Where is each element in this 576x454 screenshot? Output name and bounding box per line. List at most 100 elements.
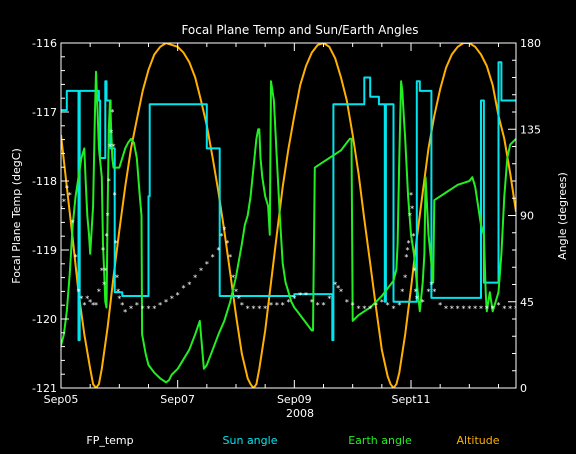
fp-temp-point: * (211, 253, 215, 262)
fp-temp-point: * (237, 294, 241, 303)
fp-temp-point: * (257, 305, 261, 314)
fp-temp-point: * (392, 305, 396, 314)
fp-temp-point: * (438, 301, 442, 310)
chart-title: Focal Plane Temp and Sun/Earth Angles (181, 23, 418, 37)
fp-temp-point: * (386, 301, 390, 310)
fp-temp-point: * (374, 301, 378, 310)
fp-temp-point: * (108, 143, 112, 152)
fp-temp-point: * (205, 260, 209, 269)
fp-temp-point: * (479, 305, 483, 314)
fp-temp-point: * (193, 274, 197, 283)
fp-temp-point: * (231, 274, 235, 283)
fp-temp-point: * (141, 305, 145, 314)
fp-temp-point: * (413, 267, 417, 276)
fp-temp-point: * (106, 212, 110, 221)
legend: FP_temp Sun angle Earth angle Altitude (86, 434, 499, 447)
y-axis-label-left: Focal Plane Temp (degC) (10, 148, 23, 283)
fp-temp-point: * (429, 281, 433, 290)
fp-temp-point: * (473, 305, 477, 314)
fp-temp-point: * (105, 232, 109, 241)
fp-temp-point: * (217, 246, 221, 255)
fp-temp-point: * (275, 301, 279, 310)
plot-frame (60, 42, 517, 389)
fp-temp-point: * (322, 301, 326, 310)
y-tick-label-right: 0 (520, 382, 527, 395)
fp-temp-point: * (129, 305, 133, 314)
x-tick-label: Sep05 (44, 393, 79, 406)
fp-temp-point: * (240, 301, 244, 310)
fp-temp-point: * (414, 287, 418, 296)
fp-temp-point: * (333, 281, 337, 290)
fp-temp-point: * (406, 246, 410, 255)
fp-temp-point: * (508, 305, 512, 314)
fp-temp-point: * (269, 301, 273, 310)
fp-temp-point: * (427, 287, 431, 296)
fp-temp-point: * (187, 281, 191, 290)
fp-temp-point: * (170, 294, 174, 303)
fp-temp-point: * (351, 301, 355, 310)
fp-temp-point: * (225, 239, 229, 248)
x-tick-label: Sep07 (160, 393, 195, 406)
altitude-line (61, 43, 516, 388)
fp-temp-point: * (112, 143, 116, 152)
fp-temp-point: * (219, 232, 223, 241)
fp-temp-point: * (403, 274, 407, 283)
fp-temp-point: * (94, 301, 98, 310)
x-axis-label: 2008 (286, 407, 314, 420)
fp-temp-point: * (102, 281, 106, 290)
fp-temp-point: * (228, 253, 232, 262)
fp-temp-point: * (147, 305, 151, 314)
fp-temp-point: * (100, 267, 104, 276)
fp-temp-point: * (135, 301, 139, 310)
fp-temp-point: * (152, 305, 156, 314)
fp-temp-point: * (400, 287, 404, 296)
fp-temp-point: * (467, 305, 471, 314)
y-tick-label-left: -117 (32, 106, 57, 119)
fp-temp-point: * (68, 191, 72, 200)
fp-temp-point: * (407, 239, 411, 248)
fp-temp-point: * (408, 212, 412, 221)
fp-temp-series: ******************************* * * * * * * * * *… (61, 108, 516, 317)
fp-temp-point: * (97, 287, 101, 296)
fp-temp-point: * (110, 108, 114, 117)
fp-temp-point: * (113, 191, 117, 200)
x-tick-label: Sep09 (277, 393, 312, 406)
fp-temp-point: * (91, 301, 95, 310)
fp-temp-point: * (485, 305, 489, 314)
y-tick-label-left: -120 (32, 313, 57, 326)
fp-temp-point: * (263, 305, 267, 314)
y-tick-label-left: -118 (32, 175, 57, 188)
y-tick-label-left: -116 (32, 37, 57, 50)
fp-temp-point: * (199, 267, 203, 276)
y-tick-label-left: -121 (32, 382, 57, 395)
fp-temp-point: * (85, 294, 89, 303)
fp-temp-point: * (281, 301, 285, 310)
fp-temp-point: * (158, 301, 162, 310)
fp-temp-point: * (109, 129, 113, 138)
fp-temp-point: * (409, 191, 413, 200)
y-tick-label-right: 135 (520, 123, 541, 136)
fp-temp-point: * (397, 301, 401, 310)
axes-layer: -116 -117 -118 -119 -120 -121 180 135 90 45 0 Sep05… (32, 37, 541, 406)
legend-item-earth-angle: Earth angle (348, 434, 412, 447)
fp-temp-point: * (450, 305, 454, 314)
fp-temp-point: * (491, 305, 495, 314)
fp-temp-point: * (79, 294, 83, 303)
fp-temp-point: * (123, 308, 127, 317)
fp-temp-point: * (336, 284, 340, 293)
fp-temp-point: * (74, 253, 78, 262)
fp-temp-point: * (462, 305, 466, 314)
y-tick-label-right: 180 (520, 37, 541, 50)
fp-temp-point: * (103, 267, 107, 276)
fp-temp-point: * (115, 274, 119, 283)
fp-temp-point: * (116, 287, 120, 296)
fp-temp-point: * (345, 298, 349, 307)
fp-temp-point: * (380, 298, 384, 307)
fp-temp-point: * (310, 298, 314, 307)
fp-temp-point: * (497, 301, 501, 310)
fp-temp-point: * (62, 198, 66, 207)
fp-temp-point: * (327, 294, 331, 303)
y-axis-label-right: Angle (degrees) (556, 172, 569, 260)
fp-temp-point: * (292, 294, 296, 303)
